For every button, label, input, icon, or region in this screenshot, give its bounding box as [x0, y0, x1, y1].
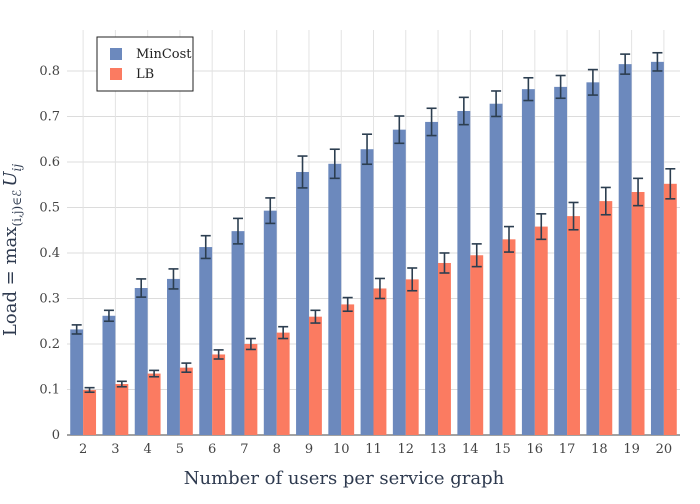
y-tick-label: 0.4: [39, 246, 60, 261]
x-tick-label: 18: [591, 442, 608, 457]
bar-mincost: [263, 210, 277, 435]
bar-lb: [179, 367, 193, 435]
x-tick-label: 7: [240, 442, 248, 457]
x-tick-label: 2: [79, 442, 87, 457]
y-axis-title-tail-subscript: ij: [10, 164, 24, 172]
y-tick-label: 0: [52, 428, 60, 443]
bar-lb: [212, 354, 226, 435]
x-tick-label: 3: [111, 442, 119, 457]
bar-mincost: [328, 163, 342, 436]
x-tick-label: 9: [305, 442, 313, 457]
y-tick-label: 0.2: [39, 337, 60, 352]
bar-lb: [83, 389, 97, 435]
bar-mincost: [554, 86, 568, 435]
x-tick-labels: 2 3 4 5 6 7 8 9 10 11 12 13 14 15 16 17 18 19 20: [79, 442, 672, 457]
y-axis-title-tail: U: [0, 171, 21, 187]
bar-lb: [567, 216, 580, 435]
bar-mincost: [134, 288, 148, 435]
legend-swatch-mincost: [110, 48, 122, 60]
x-tick-label: 5: [176, 442, 184, 457]
bar-mincost: [392, 129, 406, 436]
legend-box: [96, 36, 194, 92]
y-axis-title-group: Load = max(i,j)∈ℰ Uij: [0, 164, 24, 336]
bar-lb: [663, 183, 677, 435]
bar-lb: [276, 332, 290, 435]
y-axis-title-main: Load = max: [0, 227, 21, 337]
bars-layer: [70, 61, 677, 436]
bar-lb: [438, 262, 451, 435]
bar-lb: [599, 201, 613, 435]
bar-lb: [373, 288, 387, 435]
bar-mincost: [167, 278, 180, 435]
y-tick-labels: 0 0.1 0.2 0.3 0.4 0.5 0.6 0.7 0.8: [39, 64, 60, 443]
bar-mincost: [360, 149, 374, 435]
y-tick-label: 0.3: [39, 291, 60, 306]
x-tick-label: 16: [527, 442, 544, 457]
x-tick-label: 11: [365, 442, 382, 457]
bar-mincost: [650, 61, 664, 435]
bar-mincost: [521, 89, 535, 436]
x-tick-label: 13: [430, 442, 447, 457]
x-tick-label: 8: [273, 442, 281, 457]
x-tick-label: 14: [462, 442, 479, 457]
x-axis-title: Number of users per service graph: [184, 468, 505, 489]
y-tick-label: 0.1: [39, 382, 60, 397]
x-tick-label: 4: [144, 442, 152, 457]
x-tick-label: 15: [494, 442, 511, 457]
y-tick-label: 0.7: [39, 109, 60, 124]
error-bars-layer: [71, 51, 676, 394]
bar-lb: [244, 343, 258, 435]
legend-swatch-lb: [110, 68, 122, 80]
y-tick-label: 0.8: [39, 64, 60, 79]
bar-lb: [534, 226, 548, 435]
legend: MinCost LB: [96, 36, 194, 92]
bar-mincost: [489, 103, 503, 435]
bar-lb: [405, 279, 419, 435]
x-tick-label: 6: [208, 442, 216, 457]
x-tick-label: 10: [333, 442, 350, 457]
bar-lb: [341, 304, 355, 435]
bar-mincost: [102, 315, 116, 435]
x-tick-label: 17: [559, 442, 576, 457]
y-axis-title: Load = max(i,j)∈ℰ Uij: [0, 164, 24, 336]
legend-label-lb: LB: [136, 67, 154, 82]
bar-lb: [115, 384, 129, 435]
bar-lb: [502, 239, 516, 435]
y-axis-title-subscript: (i,j)∈ℰ: [10, 190, 24, 227]
bar-mincost: [425, 121, 439, 435]
y-tick-label: 0.5: [39, 200, 60, 215]
bar-mincost: [199, 247, 213, 435]
x-tick-label: 12: [397, 442, 414, 457]
bar-mincost: [586, 82, 600, 436]
x-tick-label: 19: [623, 442, 640, 457]
y-tick-label: 0.6: [39, 155, 60, 170]
bar-lb: [308, 316, 322, 435]
x-tick-label: 20: [656, 442, 673, 457]
bar-lb: [631, 192, 645, 435]
bar-lb: [470, 255, 484, 435]
bar-mincost: [70, 329, 84, 435]
bar-lb: [147, 373, 161, 435]
bar-mincost: [457, 111, 471, 435]
legend-label-mincost: MinCost: [136, 47, 192, 62]
bar-mincost: [231, 231, 245, 435]
bar-mincost: [296, 171, 309, 435]
bar-mincost: [618, 64, 632, 435]
